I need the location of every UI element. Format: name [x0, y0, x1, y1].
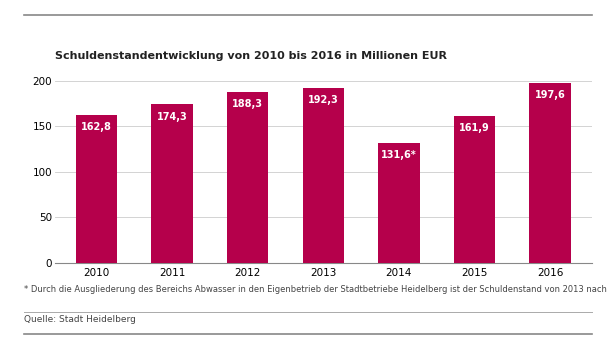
Bar — [303, 88, 344, 263]
Text: 197,6: 197,6 — [535, 91, 565, 100]
Bar — [454, 116, 495, 263]
Bar — [151, 104, 193, 263]
Bar — [227, 92, 268, 263]
Bar — [378, 143, 420, 263]
Text: 131,6*: 131,6* — [381, 151, 417, 160]
Text: * Durch die Ausgliederung des Bereichs Abwasser in den Eigenbetrieb der Stadtbet: * Durch die Ausgliederung des Bereichs A… — [24, 285, 610, 294]
Text: 161,9: 161,9 — [459, 123, 490, 133]
Bar — [529, 83, 571, 263]
Text: Quelle: Stadt Heidelberg: Quelle: Stadt Heidelberg — [24, 315, 136, 324]
Text: 174,3: 174,3 — [157, 112, 187, 122]
Text: Schuldenstandentwicklung von 2010 bis 2016 in Millionen EUR: Schuldenstandentwicklung von 2010 bis 20… — [55, 51, 447, 61]
Text: 188,3: 188,3 — [232, 99, 263, 109]
Bar — [76, 115, 117, 263]
Text: 162,8: 162,8 — [81, 122, 112, 132]
Text: 192,3: 192,3 — [308, 95, 339, 105]
